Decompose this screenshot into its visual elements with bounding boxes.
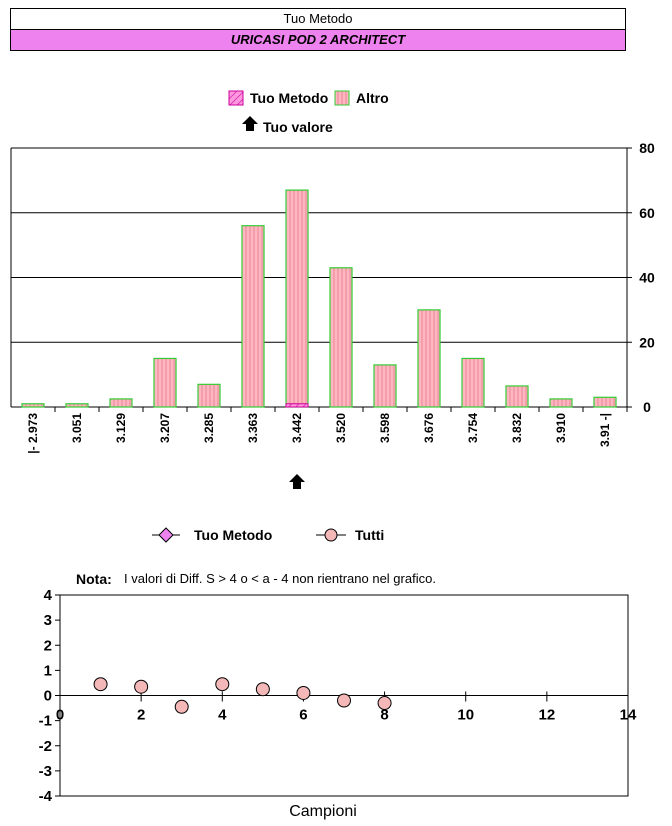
y-tick-label: 4 (44, 587, 53, 604)
legend-marker-tutti (324, 528, 338, 542)
y-tick-label: 3 (44, 612, 52, 629)
bar-altro (593, 396, 617, 408)
x-tick-label: |- 2.973 (26, 413, 40, 454)
bar-altro (109, 398, 133, 408)
header-box: Tuo Metodo URICASI POD 2 ARCHITECT (10, 8, 626, 51)
y-tick-label: 40 (639, 270, 655, 286)
x-tick-label: 2 (137, 707, 145, 724)
legend-label-tuo-metodo-2: Tuo Metodo (194, 527, 272, 543)
y-tick-label: -1 (39, 713, 52, 730)
x-tick-label: 3.754 (466, 413, 480, 443)
y-tick-label: 0 (44, 688, 52, 705)
bar-altro (461, 357, 485, 408)
x-tick-label: 3.129 (114, 413, 128, 443)
tuo-valore-arrow-icon (289, 474, 305, 489)
bar-tuo-metodo (285, 403, 309, 408)
bar-altro (549, 398, 573, 408)
point-tutti (255, 682, 270, 697)
x-tick-label: 3.363 (246, 413, 260, 443)
header-subtitle: URICASI POD 2 ARCHITECT (11, 30, 625, 50)
x-axis-label: Campioni (289, 803, 357, 820)
note-text: I valori di Diff. S > 4 o < a - 4 non ri… (124, 571, 436, 586)
legend-swatch-altro (334, 90, 350, 106)
x-tick-label: 0 (56, 707, 64, 724)
x-tick-label: 3.207 (158, 413, 172, 443)
tuo-valore-label: Tuo valore (263, 119, 333, 135)
y-tick-label: -2 (39, 738, 52, 755)
x-tick-label: 3.598 (378, 413, 392, 443)
arrow-up-icon (242, 116, 258, 131)
bar-altro (197, 383, 221, 408)
bar-altro (417, 309, 441, 408)
header-title: Tuo Metodo (11, 9, 625, 30)
x-tick-label: 14 (620, 707, 637, 724)
x-tick-label: 3.91 -| (598, 413, 612, 447)
x-tick-label: 3.442 (290, 413, 304, 443)
x-tick-label: 4 (218, 707, 227, 724)
legend-swatch-tuo-metodo (228, 90, 244, 106)
point-tutti (93, 677, 108, 692)
y-tick-label: 80 (639, 140, 655, 156)
y-tick-label: -3 (39, 763, 52, 780)
bar-altro (329, 267, 353, 408)
y-tick-label: 1 (44, 662, 52, 679)
note-label: Nota: (76, 571, 112, 587)
bar-altro (21, 403, 45, 408)
bar-altro (65, 403, 89, 408)
point-tutti (337, 693, 351, 708)
bar-altro (505, 385, 529, 408)
x-tick-label: 3.676 (422, 413, 436, 443)
bar-altro (373, 364, 397, 408)
bar-altro (241, 225, 265, 408)
x-tick-label: 3.832 (510, 413, 524, 443)
scatter-chart: Tuo Metodo Tutti Nota: I valori di Diff.… (39, 527, 637, 820)
scatter-legend: Tuo Metodo Tutti (152, 527, 384, 543)
y-tick-label: -4 (39, 788, 53, 805)
bar-altro (285, 189, 309, 408)
legend-label-altro: Altro (356, 90, 389, 106)
bar-legend: Tuo Metodo Altro Tuo valore (228, 90, 389, 135)
x-tick-label: 10 (457, 707, 474, 724)
histogram-chart: Tuo Metodo Altro Tuo valore 0 20 40 60 80 |- … (10, 90, 655, 489)
legend-label-tutti: Tutti (355, 527, 384, 543)
point-tutti (377, 696, 392, 711)
y-tick-label: 2 (44, 637, 52, 654)
point-tutti (174, 699, 189, 714)
bar-plot-area: 0 20 40 60 80 |- 2.973 3.051 3.129 3.207 3.285 3.3… (10, 140, 655, 489)
point-tutti (296, 685, 311, 700)
legend-label-tuo-metodo: Tuo Metodo (250, 90, 328, 106)
y-tick-label: 60 (639, 205, 655, 221)
legend-marker-tuo-metodo (158, 527, 174, 543)
y-tick-label: 20 (639, 334, 655, 350)
point-tutti (134, 679, 149, 694)
point-tutti (215, 677, 230, 692)
x-tick-label: 6 (299, 707, 307, 724)
x-tick-label: 3.910 (554, 413, 568, 443)
x-tick-label: 3.520 (334, 413, 348, 443)
bar-altro (153, 357, 177, 408)
x-tick-label: 3.285 (202, 413, 216, 443)
x-tick-label: 3.051 (70, 413, 84, 443)
y-tick-label: 0 (643, 399, 651, 415)
x-tick-label: 8 (380, 707, 388, 724)
x-tick-label: 12 (539, 707, 556, 724)
